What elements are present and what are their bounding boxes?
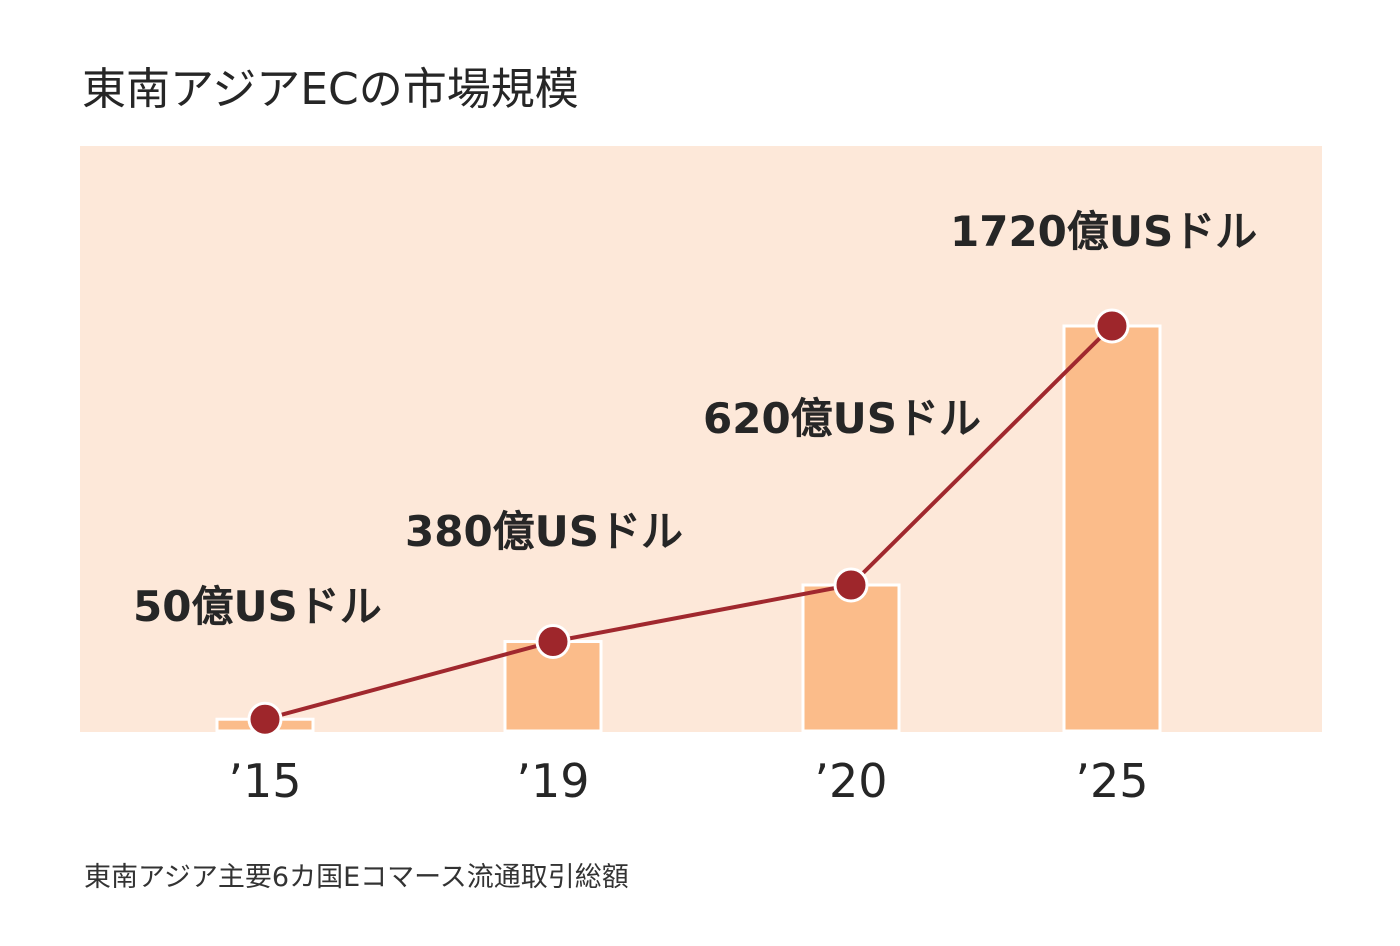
x-tick-label-3: ’25 [1075,754,1148,808]
trend-line [264,324,1114,722]
trend-line-group [264,324,1114,722]
x-tick-label-1: ’19 [516,754,589,808]
data-point-marker-0 [247,701,283,737]
data-label-0: 50億USドル [133,582,382,631]
footnote: 東南アジア主要6カ国Eコマース流通取引総額 [84,862,629,893]
data-label-2: 620億USドル [703,394,981,443]
data-labels-group: 50億USドル 380億USドル 620億USドル 1720億USドル [133,207,1257,631]
x-tick-label-2: ’20 [814,754,887,808]
data-point-marker-3 [1094,308,1130,344]
x-tick-labels-group: ’15 ’19 ’20 ’25 [228,754,1148,808]
bar-3 [1062,324,1162,733]
markers-group [247,308,1130,737]
data-label-3: 1720億USドル [950,207,1257,256]
data-point-marker-1 [535,624,571,660]
x-tick-label-0: ’15 [228,754,301,808]
data-point-marker-2 [833,567,869,603]
bar-2 [801,583,901,733]
bars-group [215,324,1162,733]
data-label-1: 380億USドル [405,507,683,556]
chart-title: 東南アジアECの市場規模 [82,64,579,115]
